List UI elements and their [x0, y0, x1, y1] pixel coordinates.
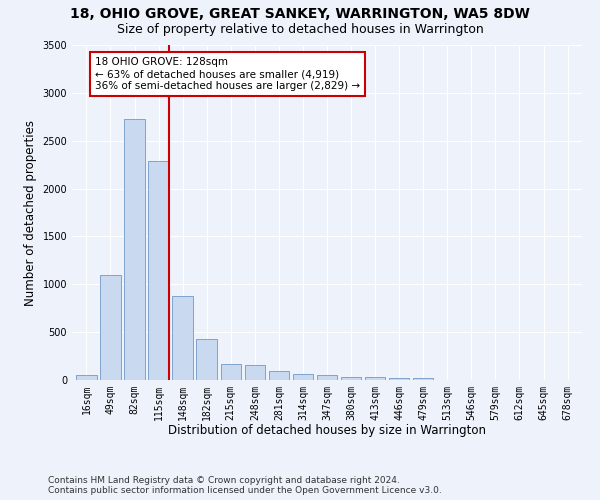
- Bar: [76, 375, 97, 380]
- Bar: [317, 375, 337, 380]
- Bar: [341, 376, 361, 380]
- Text: 18, OHIO GROVE, GREAT SANKEY, WARRINGTON, WA5 8DW: 18, OHIO GROVE, GREAT SANKEY, WARRINGTON…: [70, 8, 530, 22]
- Bar: [172, 296, 193, 380]
- Y-axis label: Number of detached properties: Number of detached properties: [24, 120, 37, 306]
- Bar: [124, 118, 145, 380]
- Text: Contains HM Land Registry data © Crown copyright and database right 2024.
Contai: Contains HM Land Registry data © Crown c…: [48, 476, 442, 495]
- Text: Size of property relative to detached houses in Warrington: Size of property relative to detached ho…: [116, 22, 484, 36]
- Bar: [245, 364, 265, 380]
- Bar: [413, 378, 433, 380]
- Bar: [269, 372, 289, 380]
- Bar: [196, 339, 217, 380]
- Bar: [100, 274, 121, 380]
- Bar: [148, 161, 169, 380]
- Text: 18 OHIO GROVE: 128sqm
← 63% of detached houses are smaller (4,919)
36% of semi-d: 18 OHIO GROVE: 128sqm ← 63% of detached …: [95, 58, 360, 90]
- Bar: [365, 377, 385, 380]
- Bar: [389, 378, 409, 380]
- Bar: [221, 364, 241, 380]
- Bar: [293, 374, 313, 380]
- X-axis label: Distribution of detached houses by size in Warrington: Distribution of detached houses by size …: [168, 424, 486, 438]
